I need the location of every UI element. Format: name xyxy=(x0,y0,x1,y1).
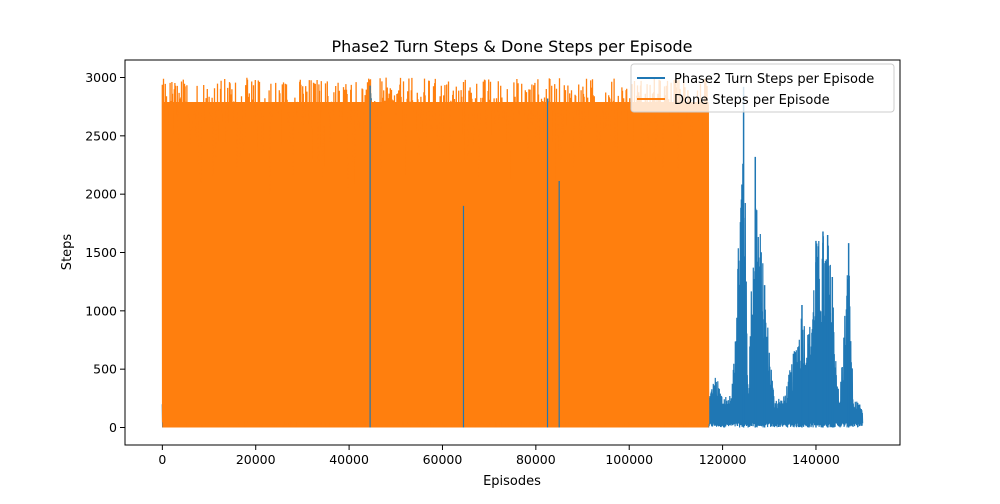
y-tick-label: 3000 xyxy=(85,70,117,85)
x-tick-label: 80000 xyxy=(516,452,556,467)
y-tick-label: 1500 xyxy=(85,245,117,260)
y-axis: 0 500 1000 1500 2000 2500 3000 xyxy=(85,70,125,435)
x-tick-label: 100000 xyxy=(605,452,653,467)
x-tick-label: 20000 xyxy=(236,452,276,467)
chart-title: Phase2 Turn Steps & Done Steps per Episo… xyxy=(332,37,693,56)
plot-area xyxy=(161,77,864,428)
x-axis-label: Episodes xyxy=(483,474,541,489)
y-axis-label: Steps xyxy=(60,234,75,271)
legend-label-done-steps: Done Steps per Episode xyxy=(674,93,830,108)
series-done-steps-line xyxy=(161,77,710,428)
x-axis: 0 20000 40000 60000 80000 100000 120000 140000 xyxy=(158,445,840,467)
x-tick-label: 140000 xyxy=(792,452,840,467)
x-tick-label: 40000 xyxy=(329,452,369,467)
y-tick-label: 2000 xyxy=(85,187,117,202)
legend-box xyxy=(630,63,895,113)
y-tick-label: 500 xyxy=(93,362,117,377)
legend-label-phase2-turn: Phase2 Turn Steps per Episode xyxy=(674,72,874,87)
legend: Phase2 Turn Steps per Episode Done Steps… xyxy=(630,63,895,113)
y-tick-label: 0 xyxy=(109,420,117,435)
x-tick-label: 120000 xyxy=(699,452,747,467)
x-tick-label: 60000 xyxy=(423,452,463,467)
y-tick-label: 2500 xyxy=(85,128,117,143)
y-tick-label: 1000 xyxy=(85,303,117,318)
x-tick-label: 0 xyxy=(158,452,166,467)
